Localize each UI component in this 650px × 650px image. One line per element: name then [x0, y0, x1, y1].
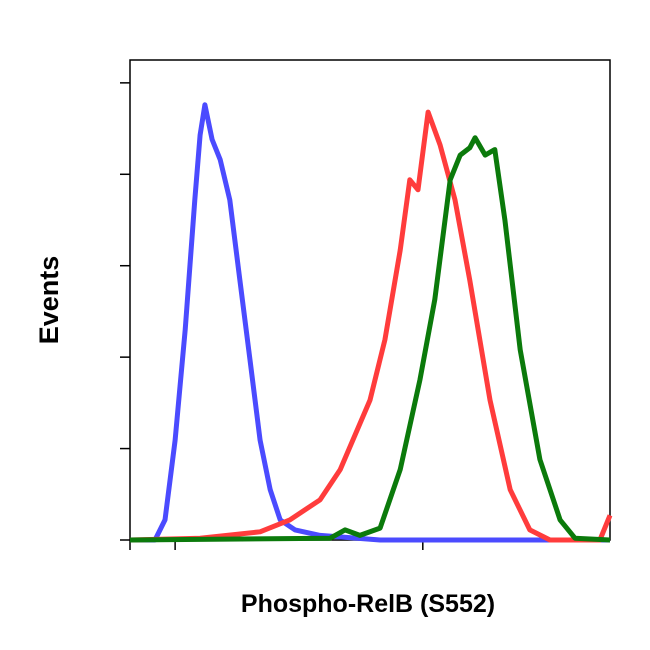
- x-axis-label: Phospho-RelB (S552): [241, 590, 495, 618]
- histogram-line: [129, 135, 611, 543]
- histogram-line: [130, 102, 610, 543]
- y-axis-label: Events: [34, 256, 64, 345]
- histogram-line: [129, 109, 613, 543]
